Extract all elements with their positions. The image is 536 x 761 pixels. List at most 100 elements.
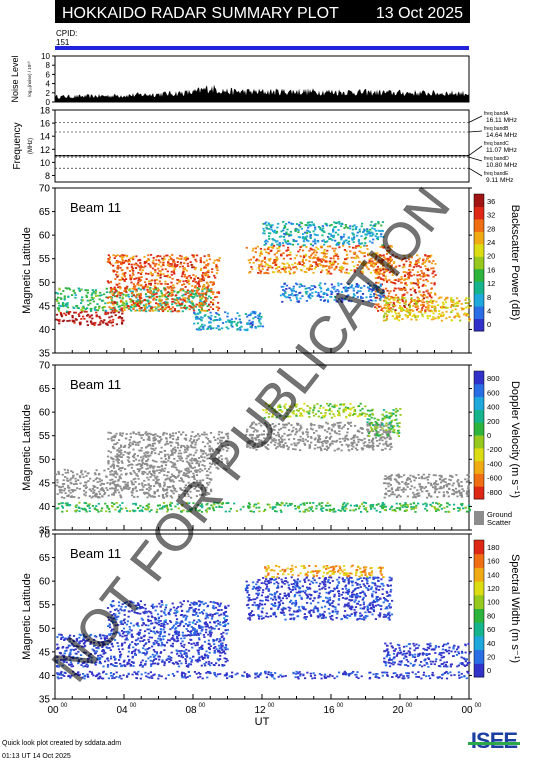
heatmap-cell (330, 429, 334, 432)
heatmap-cell (130, 299, 133, 301)
heatmap-cell (134, 285, 137, 288)
heatmap-cell (363, 444, 366, 447)
heatmap-cell (208, 275, 211, 278)
heatmap-cell (82, 307, 85, 309)
heatmap-cell (123, 309, 126, 311)
heatmap-cell (112, 494, 115, 496)
heatmap-cell (214, 439, 217, 441)
heatmap-cell (412, 287, 415, 290)
heatmap-cell (112, 482, 115, 485)
heatmap-cell (267, 252, 271, 255)
heatmap-cell (325, 265, 328, 267)
heatmap-cell (293, 444, 297, 447)
heatmap-cell (200, 456, 203, 459)
heatmap-cell (64, 476, 67, 478)
heatmap-cell (85, 294, 88, 297)
heatmap-cell (136, 495, 139, 498)
heatmap-cell (442, 491, 445, 494)
heatmap-cell (423, 487, 426, 490)
heatmap-cell (408, 304, 412, 307)
heatmap-cell (239, 327, 242, 329)
heatmap-cell (87, 480, 90, 482)
heatmap-cell (358, 230, 361, 233)
heatmap-cell (270, 244, 273, 246)
heatmap-cell (370, 257, 373, 260)
heatmap-cell (375, 429, 378, 432)
heatmap-cell (263, 441, 266, 444)
heatmap-cell (308, 416, 311, 418)
heatmap-cell (362, 260, 365, 263)
heatmap-cell (116, 266, 119, 269)
heatmap-cell (219, 450, 222, 452)
heatmap-cell (82, 305, 85, 308)
heatmap-cell (154, 438, 158, 441)
heatmap-cell (395, 411, 398, 414)
heatmap-cell (74, 482, 78, 485)
heatmap-cell (149, 295, 152, 298)
heatmap-cell (58, 310, 61, 312)
heatmap-cell (369, 293, 372, 296)
heatmap-cell (160, 295, 163, 298)
heatmap-cell (322, 230, 325, 232)
heatmap-cell (164, 283, 167, 285)
heatmap-cell (185, 472, 188, 475)
heatmap-cell (180, 444, 183, 447)
colorbar-segment (474, 243, 484, 257)
heatmap-cell (440, 315, 443, 318)
heatmap-cell (303, 240, 306, 243)
heatmap-cell (446, 485, 449, 488)
heatmap-cell (218, 317, 221, 320)
heatmap-cell (441, 307, 444, 309)
heatmap-cell (140, 271, 143, 274)
heatmap-cell (289, 230, 292, 233)
heatmap-cell (382, 316, 386, 319)
heatmap-cell (350, 438, 353, 440)
heatmap-cell (145, 456, 148, 458)
heatmap-cell (146, 438, 149, 441)
heatmap-cell (329, 245, 332, 248)
heatmap-cell (255, 448, 258, 451)
heatmap-cell (373, 293, 376, 295)
heatmap-cell (147, 455, 150, 458)
heatmap-cell (468, 319, 471, 322)
heatmap-cell (361, 252, 364, 255)
heatmap-cell (166, 453, 169, 456)
heatmap-cell (116, 261, 119, 264)
heatmap-cell (365, 262, 368, 265)
heatmap-cell (149, 271, 152, 274)
heatmap-cell (273, 231, 276, 234)
heatmap-cell (424, 284, 427, 287)
heatmap-cell (372, 287, 375, 290)
heatmap-cell (178, 479, 181, 482)
heatmap-cell (320, 245, 323, 248)
heatmap-cell (396, 481, 399, 483)
heatmap-cell (186, 257, 189, 260)
heatmap-cell (404, 488, 407, 491)
heatmap-cell (92, 300, 95, 303)
heatmap-cell (311, 291, 314, 294)
heatmap-cell (183, 489, 187, 492)
heatmap-cell (138, 278, 141, 280)
heatmap-cell (151, 459, 155, 462)
heatmap-cell (129, 257, 132, 260)
heatmap-cell (121, 259, 124, 262)
heatmap-cell (294, 433, 297, 436)
heatmap-cell (399, 305, 402, 307)
heatmap-cell (210, 488, 213, 491)
heatmap-cell (337, 233, 340, 236)
heatmap-cell (235, 324, 238, 327)
heatmap-cell (127, 293, 130, 296)
heatmap-cell (371, 232, 374, 235)
freq-tick-label: 14 (40, 132, 50, 142)
heatmap-cell (268, 259, 271, 262)
heatmap-cell (171, 277, 174, 280)
heatmap-cell (146, 459, 149, 462)
heatmap-cell (363, 229, 366, 232)
heatmap-cell (86, 307, 89, 310)
heatmap-cell (330, 224, 333, 226)
heatmap-cell (405, 278, 408, 280)
heatmap-cell (200, 449, 203, 451)
heatmap-cell (288, 296, 291, 299)
heatmap-cell (377, 222, 380, 225)
heatmap-cell (421, 295, 424, 297)
